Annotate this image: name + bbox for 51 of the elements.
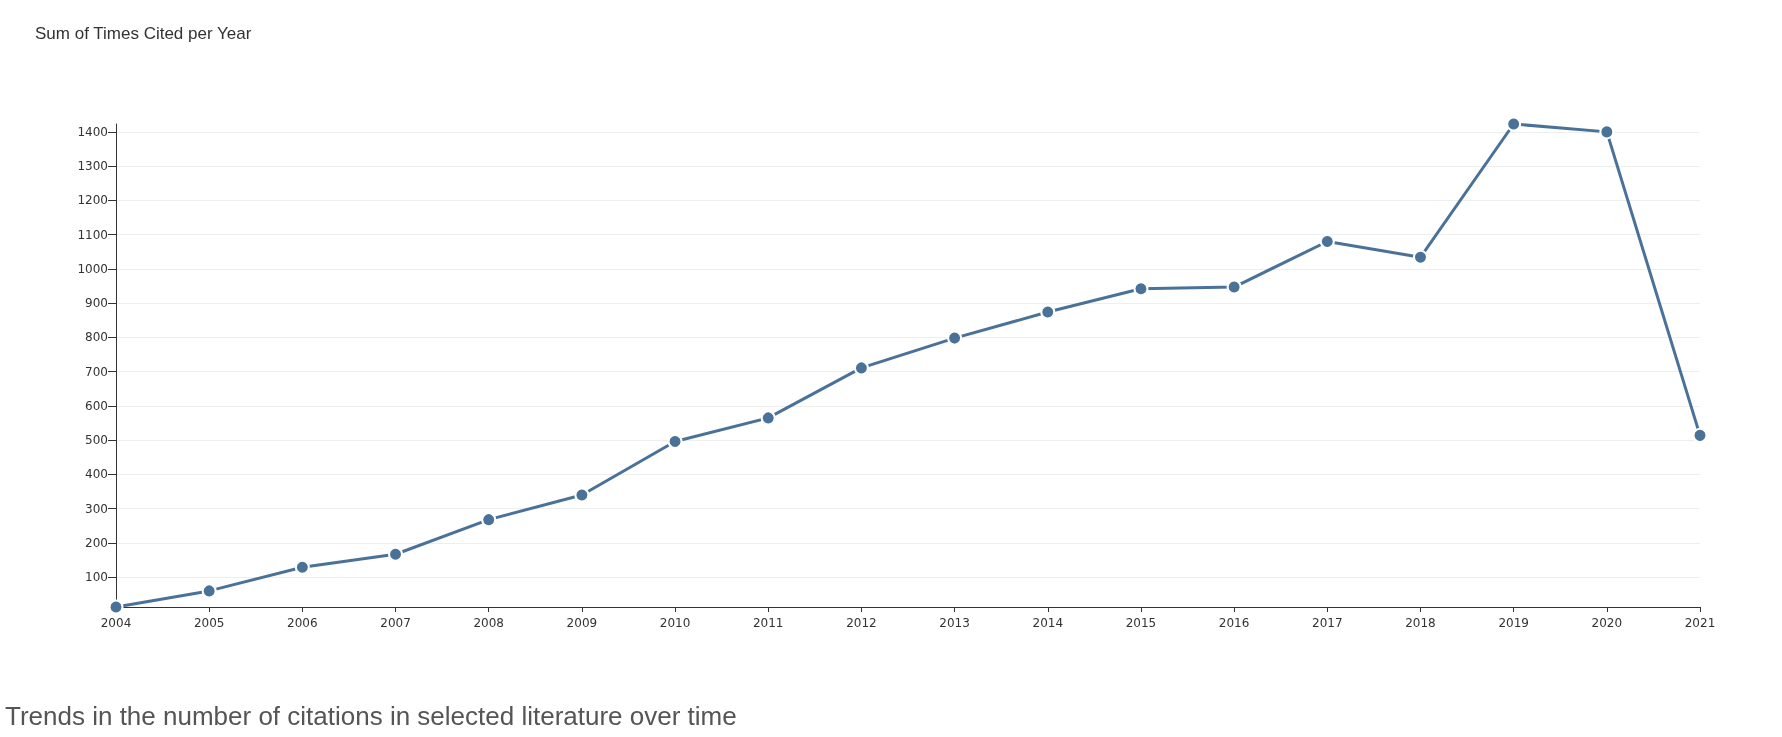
y-tick-label: 300 <box>85 501 108 516</box>
y-tick-label: 700 <box>85 364 108 379</box>
x-tick-label: 2020 <box>1591 616 1623 630</box>
y-tick-label: 800 <box>85 330 108 345</box>
y-tick-label: 500 <box>85 433 108 448</box>
point <box>574 487 590 503</box>
point <box>1040 304 1056 320</box>
x-tick-label: 2021 <box>1684 616 1716 630</box>
y-tick-label: 900 <box>85 296 108 311</box>
y-tick-label: 1000 <box>77 261 108 276</box>
y-tick-label: 200 <box>85 535 108 550</box>
x-tick-label: 2010 <box>659 616 691 630</box>
x-tick-label: 2013 <box>939 616 970 630</box>
point <box>760 410 776 426</box>
point <box>201 583 217 599</box>
x-tick-label: 2006 <box>287 616 318 630</box>
x-tick-label: 2017 <box>1312 616 1343 630</box>
x-tick-label: 2004 <box>100 616 132 630</box>
point <box>1412 249 1428 265</box>
y-tick-label: 1400 <box>77 124 108 139</box>
x-tick-label: 2014 <box>1032 616 1064 630</box>
x-tick-label: 2007 <box>380 616 411 630</box>
y-tick-label: 600 <box>85 398 108 413</box>
x-tick-label: 2008 <box>473 616 504 630</box>
y-tick-label: 1200 <box>77 193 108 208</box>
point <box>481 512 497 528</box>
point <box>388 546 404 562</box>
x-tick-label: 2009 <box>566 616 598 630</box>
point <box>1692 427 1708 443</box>
point <box>294 559 310 575</box>
point <box>108 599 124 615</box>
x-tick-label: 2012 <box>846 616 877 630</box>
point <box>1599 124 1615 140</box>
x-tick-label: 2016 <box>1218 616 1250 630</box>
y-tick-label: 100 <box>85 570 108 585</box>
x-tick-label: 2019 <box>1498 616 1529 630</box>
y-tick-label: 1100 <box>77 227 108 242</box>
text: Trends in the number of citations in selected literature over time <box>5 701 737 731</box>
x-tick-label: 2005 <box>193 616 225 630</box>
y-tick-label: 1300 <box>77 159 108 174</box>
point <box>947 330 963 346</box>
x-tick-label: 2018 <box>1405 616 1436 630</box>
x-tick-label: 2015 <box>1125 616 1157 630</box>
x-tick-label: 2011 <box>752 616 784 630</box>
y-tick-label: 400 <box>85 467 108 482</box>
point <box>1319 234 1335 249</box>
point <box>1226 279 1242 295</box>
point <box>1133 281 1149 297</box>
chart-title: Sum of Times Cited per Year <box>35 24 252 43</box>
point <box>853 360 869 376</box>
point <box>1506 116 1522 132</box>
